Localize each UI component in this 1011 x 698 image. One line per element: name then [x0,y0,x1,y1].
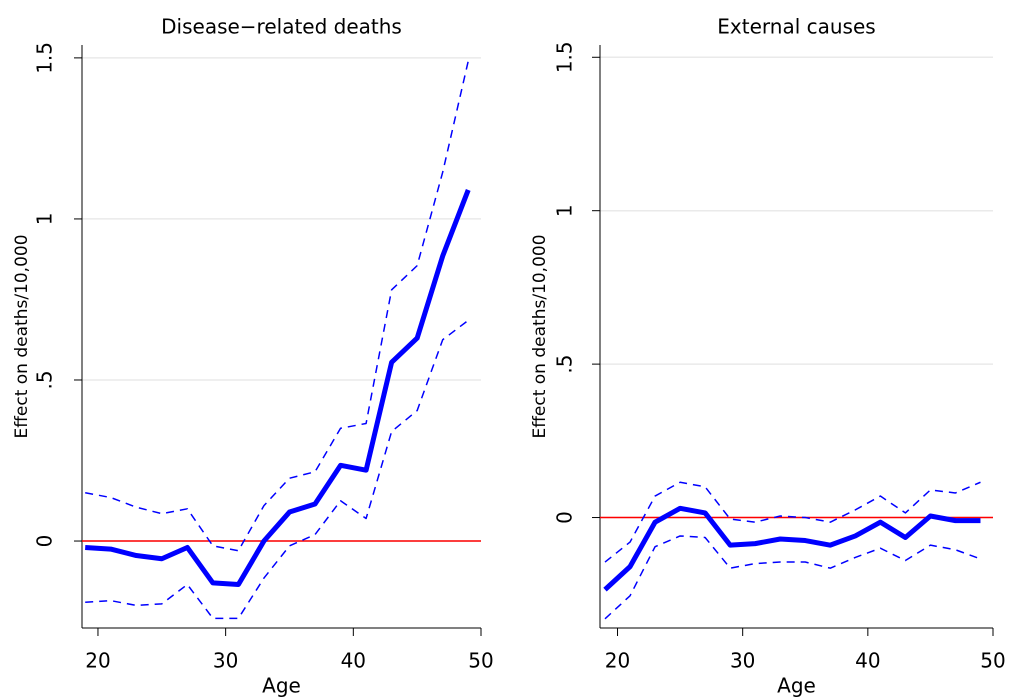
ci-line [85,319,469,620]
y-tick-label: 0 [553,511,577,524]
y-tick-label: 1.5 [553,41,577,73]
ci-line [604,535,981,620]
x-tick-label: 20 [85,649,110,673]
y-axis-title: Effect on deaths/10,000 [12,234,32,438]
y-tick-label: .5 [553,355,577,374]
x-axis-title: Age [262,674,301,698]
chart-title: Disease−related deaths [161,15,402,39]
y-tick-label: 1.5 [33,42,57,74]
x-tick-label: 50 [980,649,1005,673]
x-tick-label: 40 [341,649,366,673]
y-tick-label: 1 [553,204,577,217]
estimate-line [603,505,981,592]
y-tick-label: 0 [33,535,57,548]
ci-line [85,60,469,552]
y-axis-title: Effect on deaths/10,000 [530,234,550,438]
y-tick-label: 1 [33,213,57,226]
ci-line [604,481,981,563]
x-tick-label: 30 [730,649,755,673]
x-tick-label: 50 [468,649,493,673]
chart-title: External causes [717,15,875,39]
x-axis-title: Age [777,674,816,698]
y-tick-label: .5 [33,370,57,389]
estimate-line [85,189,471,588]
x-tick-label: 30 [213,649,238,673]
x-tick-label: 40 [855,649,880,673]
x-tick-label: 20 [605,649,630,673]
